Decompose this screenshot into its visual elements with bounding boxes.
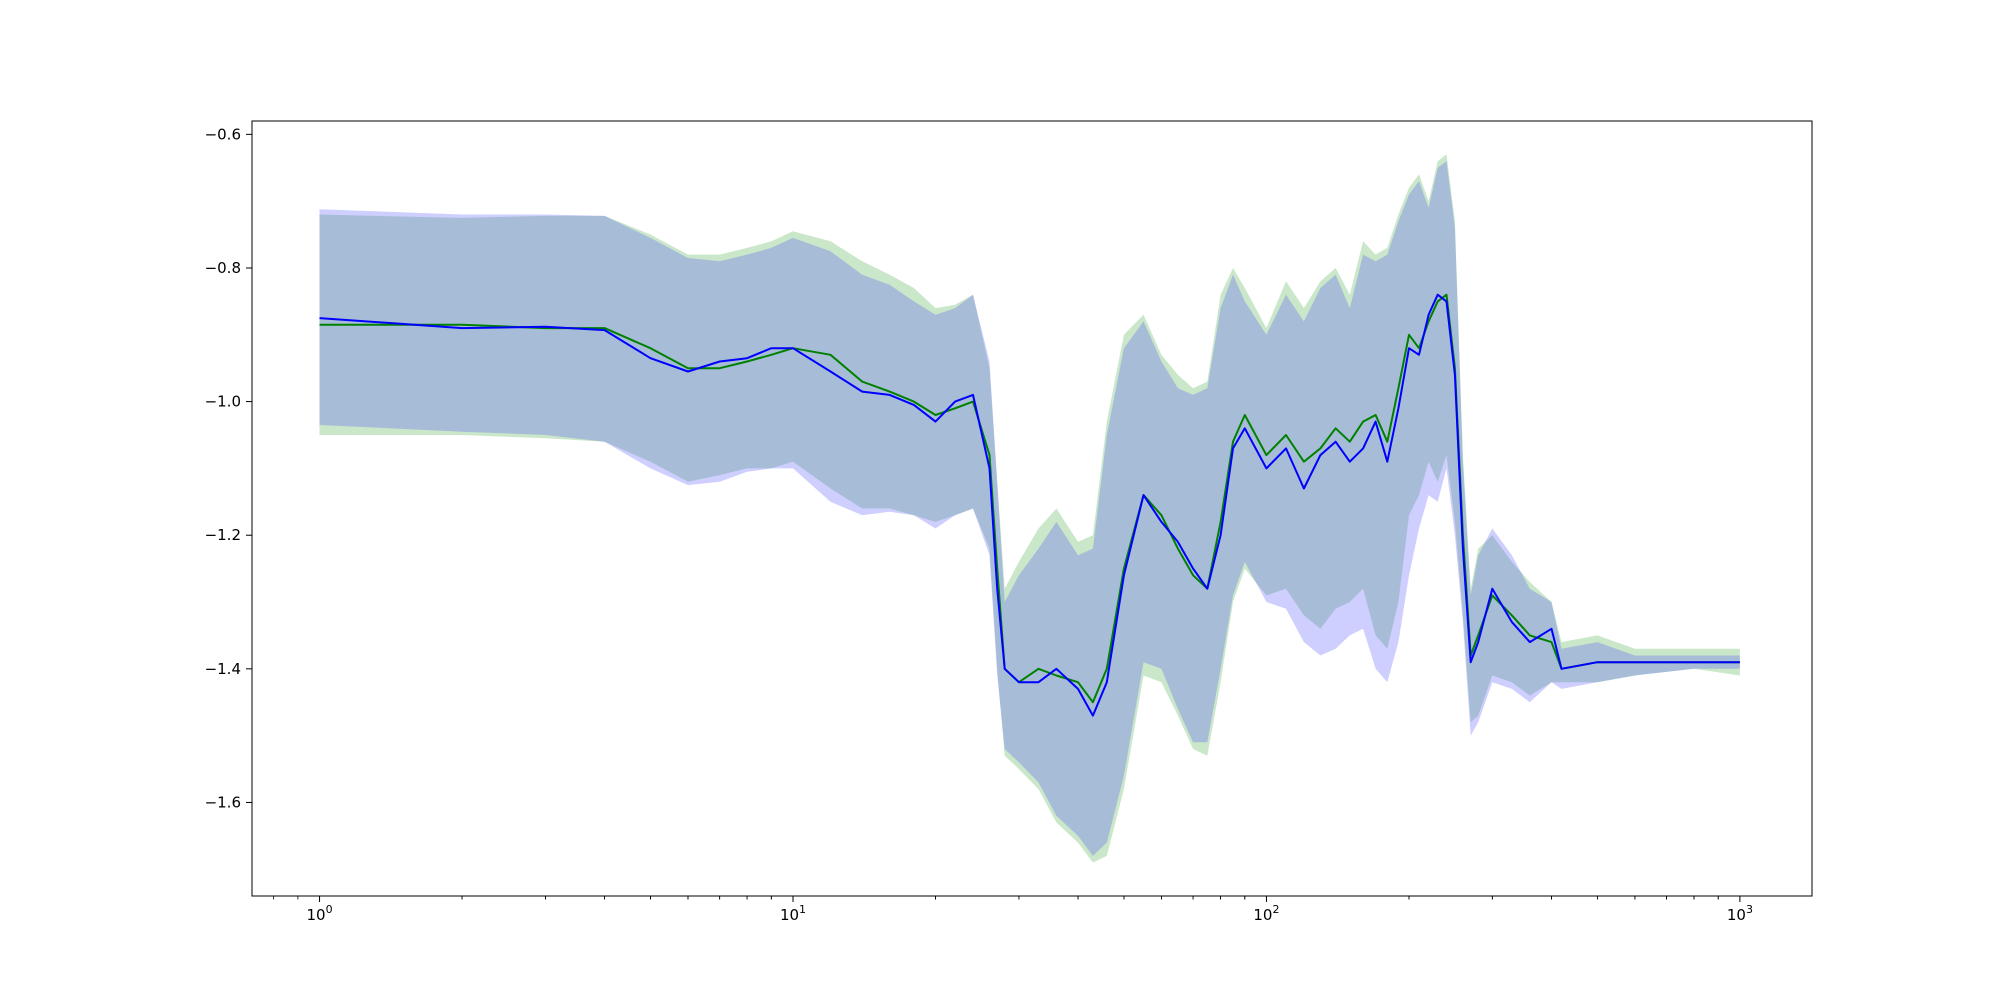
x-tick-label: 100 bbox=[306, 903, 332, 924]
series-line-2 bbox=[319, 293, 1740, 717]
x-axis: 100 101 102 103 bbox=[273, 896, 1753, 924]
confidence-band-1 bbox=[319, 154, 1740, 863]
x-tick-label: 101 bbox=[780, 903, 806, 924]
confidence-band-2 bbox=[319, 161, 1740, 856]
confidence-bands bbox=[319, 154, 1740, 863]
y-tick-label: −0.8 bbox=[205, 259, 241, 277]
y-axis: −0.6 −0.8 −1.0 −1.2 −1.4 −1.6 bbox=[205, 125, 252, 811]
x-tick-label: 102 bbox=[1253, 903, 1279, 924]
y-tick-label: −1.6 bbox=[205, 793, 241, 811]
plot-frame bbox=[251, 120, 1813, 897]
y-tick-label: −1.0 bbox=[205, 393, 241, 411]
x-tick-label: 103 bbox=[1727, 903, 1753, 924]
series-lines bbox=[319, 293, 1740, 717]
y-tick-label: −1.2 bbox=[205, 526, 241, 544]
y-tick-label: −1.4 bbox=[205, 660, 241, 678]
y-tick-label: −0.6 bbox=[205, 125, 241, 143]
